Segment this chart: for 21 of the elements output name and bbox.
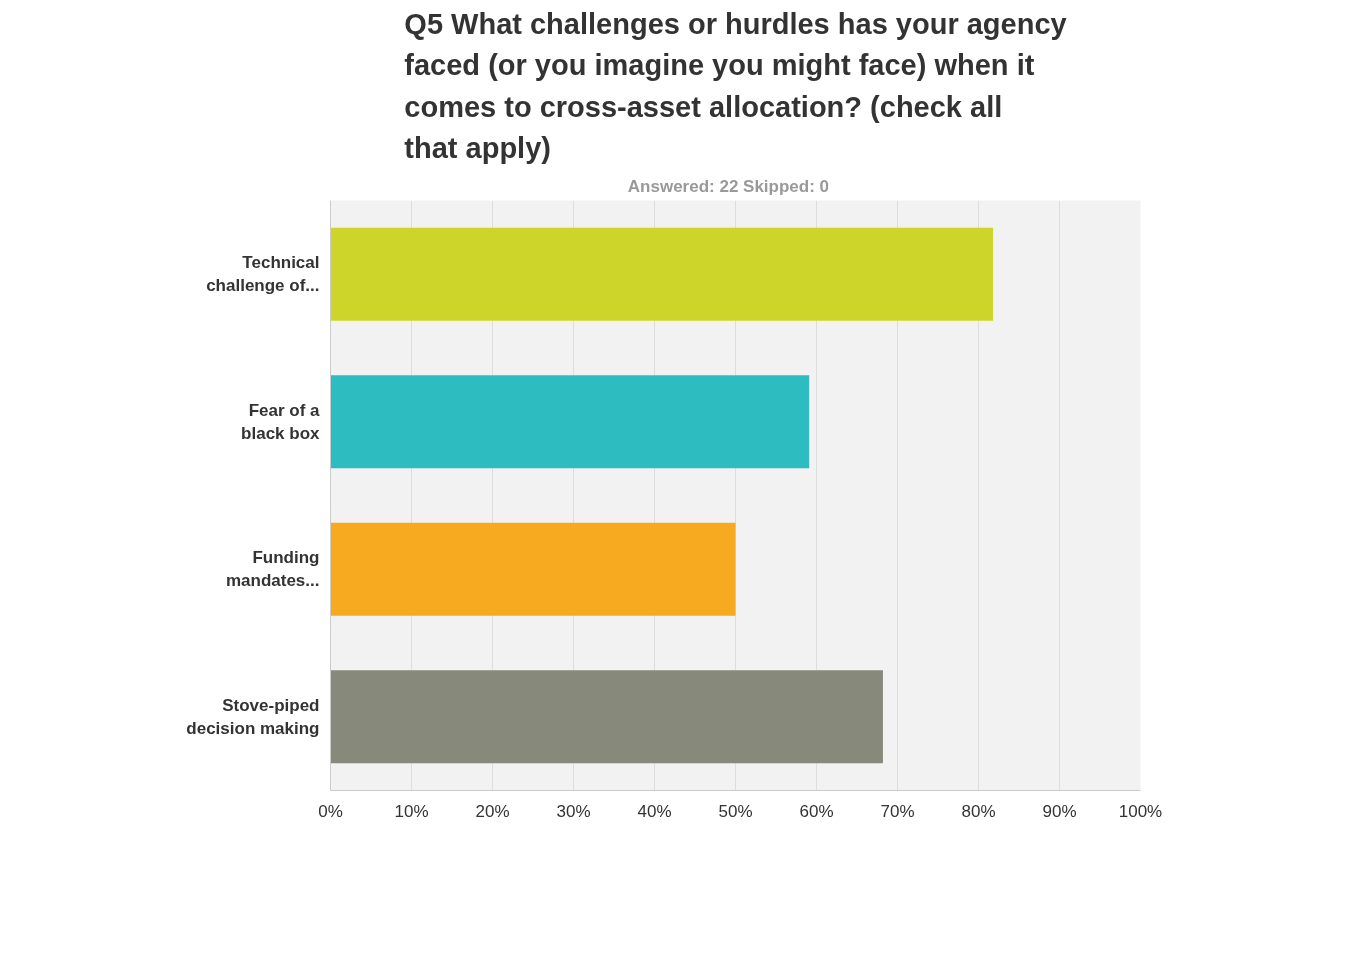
bar: [330, 227, 994, 321]
x-tick-label: 90%: [1042, 801, 1077, 821]
x-tick-label: 40%: [637, 801, 672, 821]
bar: [330, 375, 810, 469]
x-tick-label: 30%: [556, 801, 591, 821]
chart-title: Q5 What challenges or hurdles has your agency faced (or you imagine you might face) when it comes to cross-asset allocation? (check all that apply): [404, 7, 1067, 165]
x-tick-label: 0%: [318, 801, 343, 821]
chart-subtitle: Answered: 22 Skipped: 0: [627, 176, 830, 196]
y-tick-label: Funding mandates...: [225, 548, 320, 591]
x-tick-label: 80%: [961, 801, 996, 821]
bar: [330, 522, 736, 616]
y-tick-label: Fear of a black box: [241, 400, 321, 443]
x-tick-label: 20%: [475, 801, 510, 821]
bar: [330, 670, 883, 764]
x-tick-label: 10%: [394, 801, 429, 821]
x-tick-label: 100%: [1118, 801, 1163, 821]
y-tick-label: Stove-piped decision making: [186, 695, 320, 738]
y-tick-label: Technical challenge of...: [206, 253, 320, 296]
x-tick-label: 50%: [718, 801, 753, 821]
x-tick-label: 60%: [799, 801, 834, 821]
x-tick-label: 70%: [880, 801, 915, 821]
